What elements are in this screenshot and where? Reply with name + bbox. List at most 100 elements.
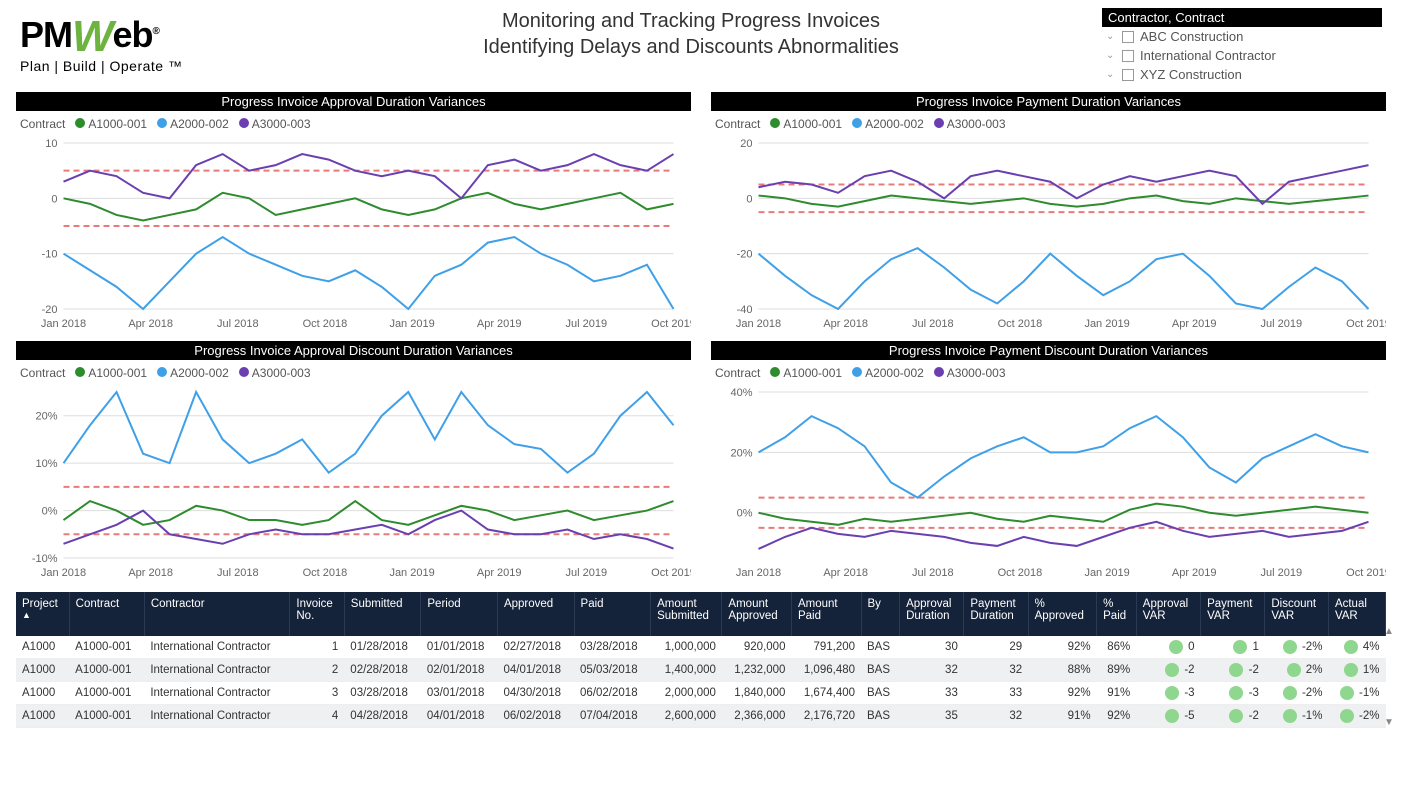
table-cell: 92% xyxy=(1028,636,1097,659)
column-header[interactable]: %Approved xyxy=(1028,592,1097,636)
chart-title: Progress Invoice Payment Discount Durati… xyxy=(711,341,1386,360)
svg-text:Oct 2019: Oct 2019 xyxy=(651,318,691,330)
svg-text:Jul 2019: Jul 2019 xyxy=(1261,318,1303,330)
table-cell: 03/28/2018 xyxy=(574,636,651,659)
table-cell: A1000 xyxy=(16,659,69,682)
svg-text:Jul 2019: Jul 2019 xyxy=(566,318,608,330)
legend-item[interactable]: A2000-002 xyxy=(852,366,924,380)
chart-title: Progress Invoice Payment Duration Varian… xyxy=(711,92,1386,111)
table-cell: -2% xyxy=(1328,705,1385,728)
chart-panel: Progress Invoice Payment Discount Durati… xyxy=(711,341,1386,582)
legend-label: Contract xyxy=(20,117,65,131)
legend-dot-icon xyxy=(75,367,85,377)
series-A2000-002 xyxy=(759,248,1369,309)
legend-dot-icon xyxy=(770,367,780,377)
legend-dot-icon xyxy=(75,118,85,128)
chart-svg: -40-20020Jan 2018Apr 2018Jul 2018Oct 201… xyxy=(711,133,1386,333)
legend-item[interactable]: A1000-001 xyxy=(75,366,147,380)
logo-reg: ® xyxy=(153,26,159,37)
column-header[interactable]: ApprovalDuration xyxy=(900,592,964,636)
svg-text:Jan 2018: Jan 2018 xyxy=(41,567,86,579)
filter-item[interactable]: ⌄XYZ Construction xyxy=(1102,65,1382,84)
filter-item[interactable]: ⌄International Contractor xyxy=(1102,46,1382,65)
legend-item[interactable]: A3000-003 xyxy=(239,366,311,380)
table-cell: 1,232,000 xyxy=(722,659,792,682)
table-cell: International Contractor xyxy=(144,636,290,659)
status-dot-icon xyxy=(1344,663,1358,677)
svg-text:20%: 20% xyxy=(35,411,57,423)
table-row[interactable]: A1000A1000-001International Contractor10… xyxy=(16,636,1386,659)
column-header[interactable]: Paid xyxy=(574,592,651,636)
table-cell: A1000 xyxy=(16,682,69,705)
table-cell: -2% xyxy=(1265,682,1329,705)
legend-item[interactable]: A3000-003 xyxy=(934,366,1006,380)
column-header[interactable]: Project▲ xyxy=(16,592,69,636)
table-row[interactable]: A1000A1000-001International Contractor30… xyxy=(16,682,1386,705)
data-table-wrap: Project▲ContractContractorInvoiceNo.Subm… xyxy=(0,586,1402,728)
column-header[interactable]: PaymentDuration xyxy=(964,592,1028,636)
chevron-down-icon: ⌄ xyxy=(1106,31,1122,42)
column-header[interactable]: Contractor xyxy=(144,592,290,636)
legend-item[interactable]: A1000-001 xyxy=(75,117,147,131)
svg-text:Oct 2019: Oct 2019 xyxy=(651,567,691,579)
status-dot-icon xyxy=(1229,709,1243,723)
table-cell: -1% xyxy=(1265,705,1329,728)
filter-label: International Contractor xyxy=(1140,48,1276,63)
table-cell: A1000 xyxy=(16,636,69,659)
legend-item[interactable]: A3000-003 xyxy=(934,117,1006,131)
data-table: Project▲ContractContractorInvoiceNo.Subm… xyxy=(16,592,1386,728)
table-cell: 1,096,480 xyxy=(791,659,861,682)
column-header[interactable]: PaymentVAR xyxy=(1201,592,1265,636)
column-header[interactable]: Contract xyxy=(69,592,144,636)
column-header[interactable]: AmountSubmitted xyxy=(651,592,722,636)
table-cell: 0 xyxy=(1136,636,1200,659)
legend-item[interactable]: A2000-002 xyxy=(157,117,229,131)
table-cell: International Contractor xyxy=(144,682,290,705)
svg-text:Oct 2018: Oct 2018 xyxy=(303,318,348,330)
column-header[interactable]: %Paid xyxy=(1097,592,1137,636)
column-header[interactable]: InvoiceNo. xyxy=(290,592,344,636)
table-cell: A1000-001 xyxy=(69,636,144,659)
checkbox[interactable] xyxy=(1122,69,1134,81)
table-row[interactable]: A1000A1000-001International Contractor20… xyxy=(16,659,1386,682)
filter-item[interactable]: ⌄ ABC Construction xyxy=(1102,27,1382,46)
table-cell: 1 xyxy=(1201,636,1265,659)
legend-item[interactable]: A1000-001 xyxy=(770,117,842,131)
table-cell: 06/02/2018 xyxy=(497,705,574,728)
chart-title: Progress Invoice Approval Duration Varia… xyxy=(16,92,691,111)
column-header[interactable]: By xyxy=(861,592,900,636)
filter-label: ABC Construction xyxy=(1140,29,1243,44)
column-header[interactable]: AmountApproved xyxy=(722,592,792,636)
column-header[interactable]: Submitted xyxy=(344,592,421,636)
column-header[interactable]: AmountPaid xyxy=(791,592,861,636)
table-cell: 04/01/2018 xyxy=(421,705,498,728)
column-header[interactable]: ApprovalVAR xyxy=(1136,592,1200,636)
svg-text:Oct 2019: Oct 2019 xyxy=(1346,318,1386,330)
legend-item[interactable]: A2000-002 xyxy=(157,366,229,380)
table-cell: 32 xyxy=(964,705,1028,728)
chart-panel: Progress Invoice Approval Discount Durat… xyxy=(16,341,691,582)
column-header[interactable]: Period xyxy=(421,592,498,636)
legend-dot-icon xyxy=(934,367,944,377)
legend-item[interactable]: A3000-003 xyxy=(239,117,311,131)
table-cell: 04/30/2018 xyxy=(497,682,574,705)
table-cell: BAS xyxy=(861,636,900,659)
table-cell: 33 xyxy=(964,682,1028,705)
checkbox[interactable] xyxy=(1122,50,1134,62)
svg-text:Apr 2018: Apr 2018 xyxy=(823,567,868,579)
column-header[interactable]: DiscountVAR xyxy=(1265,592,1329,636)
filter-header: Contractor, Contract xyxy=(1102,8,1382,27)
legend-item[interactable]: A2000-002 xyxy=(852,117,924,131)
svg-text:Jul 2018: Jul 2018 xyxy=(912,318,954,330)
series-A3000-003 xyxy=(64,154,674,198)
legend-item[interactable]: A1000-001 xyxy=(770,366,842,380)
checkbox[interactable] xyxy=(1122,31,1134,43)
legend: ContractA1000-001A2000-002A3000-003 xyxy=(16,360,691,382)
filter-panel: Contractor, Contract ⌄ ABC Construction ⌄I… xyxy=(1102,8,1382,84)
table-row[interactable]: A1000A1000-001International Contractor40… xyxy=(16,705,1386,728)
svg-text:20%: 20% xyxy=(730,447,752,459)
legend-dot-icon xyxy=(852,367,862,377)
column-header[interactable]: Approved xyxy=(497,592,574,636)
column-header[interactable]: ActualVAR xyxy=(1328,592,1385,636)
scrollbar[interactable]: ▲▼ xyxy=(1384,626,1398,728)
